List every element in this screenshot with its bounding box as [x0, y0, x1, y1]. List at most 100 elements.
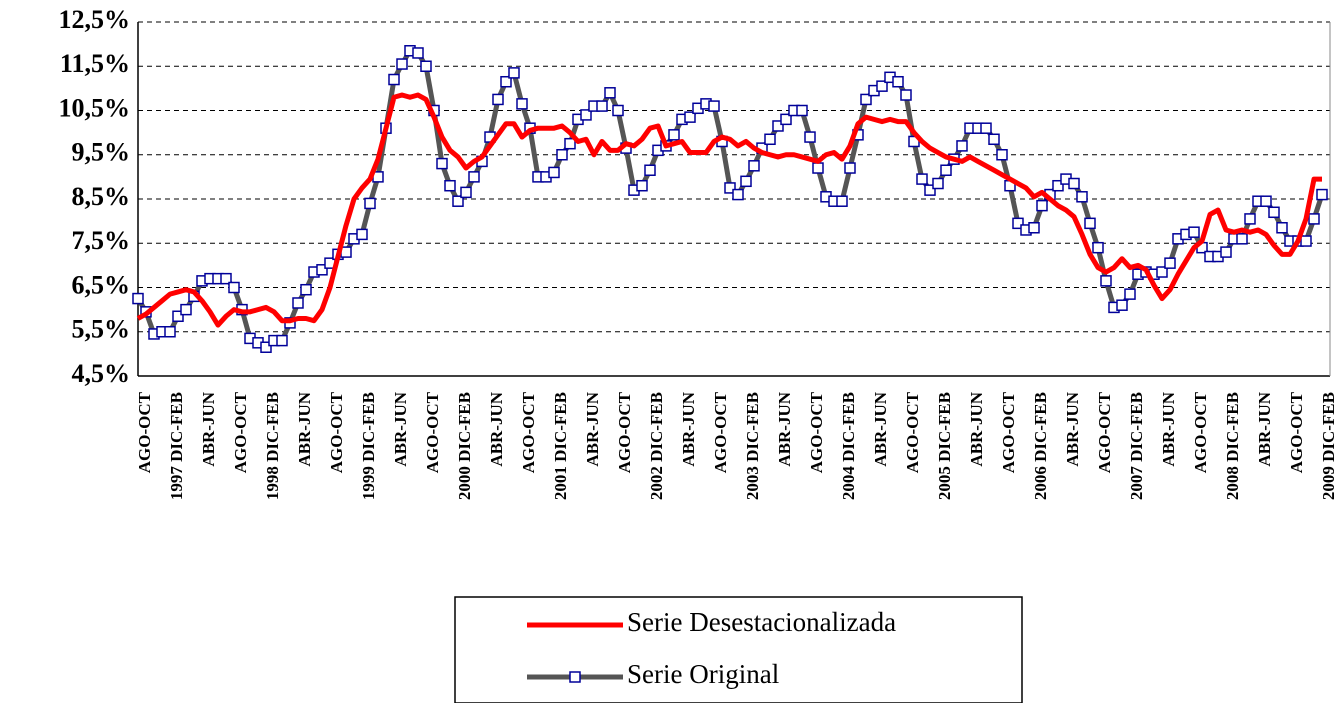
x-tick-label: AGO-OCT — [135, 391, 154, 473]
marker — [1036, 199, 1048, 212]
marker — [1300, 235, 1312, 247]
x-tick-label: ABR-JUN — [1255, 391, 1274, 466]
x-tick-label: 2006 DIC-FEB — [1031, 392, 1050, 500]
marker — [1164, 257, 1176, 269]
marker — [292, 297, 304, 309]
marker — [220, 272, 232, 285]
x-tick-label: ABR-JUN — [295, 391, 314, 466]
marker — [452, 195, 464, 207]
x-tick-label: AGO-OCT — [1095, 391, 1114, 473]
x-tick-label: AGO-OCT — [711, 391, 730, 473]
y-tick-label: 8,5% — [72, 182, 131, 211]
x-tick-label: 2009 DIC-FEB — [1319, 392, 1337, 500]
x-tick-label: ABR-JUN — [391, 391, 410, 466]
marker — [1052, 179, 1064, 192]
y-tick-label: 7,5% — [72, 226, 131, 255]
marker — [1308, 213, 1320, 225]
marker — [996, 149, 1008, 161]
marker — [364, 197, 376, 210]
marker — [508, 67, 520, 79]
marker — [492, 93, 504, 106]
marker — [356, 228, 368, 241]
series-line — [135, 48, 1325, 350]
x-tick-label: ABR-JUN — [199, 391, 218, 466]
marker — [876, 80, 888, 92]
marker — [612, 104, 624, 117]
x-tick-label: AGO-OCT — [1191, 391, 1210, 473]
marker — [1028, 222, 1040, 234]
marker — [1276, 222, 1288, 234]
x-tick-label: 1998 DIC-FEB — [263, 392, 282, 500]
marker — [812, 162, 824, 174]
marker — [772, 120, 784, 132]
x-tick-label: AGO-OCT — [519, 391, 538, 473]
marker — [548, 166, 560, 179]
y-tick-label: 12,5% — [59, 5, 131, 34]
marker — [564, 137, 576, 150]
marker — [844, 162, 856, 174]
marker — [164, 326, 176, 338]
x-tick-label: 2005 DIC-FEB — [935, 392, 954, 500]
marker — [468, 171, 480, 183]
marker — [396, 58, 408, 70]
y-tick-label: 5,5% — [72, 315, 131, 344]
x-tick-label: AGO-OCT — [231, 391, 250, 473]
marker — [180, 303, 192, 316]
x-tick-label: AGO-OCT — [327, 391, 346, 473]
series-line — [136, 92, 1322, 328]
y-tick-label: 4,5% — [72, 359, 131, 388]
x-tick-label: 2004 DIC-FEB — [839, 392, 858, 500]
marker — [1260, 195, 1272, 207]
x-tick-label: ABR-JUN — [1063, 391, 1082, 466]
marker — [580, 109, 592, 121]
marker — [804, 131, 816, 143]
marker — [412, 47, 424, 59]
marker — [228, 281, 240, 294]
legend-label: Serie Original — [627, 659, 779, 689]
marker — [604, 87, 616, 99]
y-tick-label: 6,5% — [72, 270, 131, 299]
marker — [420, 60, 432, 72]
marker — [1244, 213, 1256, 225]
x-tick-label: 2003 DIC-FEB — [743, 392, 762, 500]
x-tick-label: 2008 DIC-FEB — [1223, 392, 1242, 500]
marker — [1188, 226, 1200, 238]
marker — [1220, 246, 1232, 258]
marker — [836, 195, 848, 207]
x-tick-label: ABR-JUN — [775, 391, 794, 466]
marker — [748, 160, 760, 172]
marker — [388, 73, 400, 86]
marker — [892, 75, 904, 88]
x-tick-label: AGO-OCT — [1287, 391, 1306, 473]
marker — [132, 292, 144, 305]
marker — [1084, 217, 1096, 230]
marker — [932, 177, 944, 190]
marker — [684, 111, 696, 123]
x-tick-label: 2001 DIC-FEB — [551, 392, 570, 500]
marker — [436, 157, 448, 170]
marker — [516, 98, 528, 110]
marker — [1116, 299, 1128, 311]
marker — [172, 310, 184, 323]
marker — [924, 184, 936, 196]
marker — [732, 188, 744, 201]
marker — [300, 283, 312, 296]
x-tick-label: ABR-JUN — [967, 391, 986, 466]
x-tick-label: AGO-OCT — [999, 391, 1018, 473]
legend-box — [454, 596, 1023, 703]
x-tick-label: 1997 DIC-FEB — [167, 392, 186, 500]
marker — [764, 133, 776, 146]
marker — [444, 179, 456, 192]
x-tick-label: ABR-JUN — [487, 391, 506, 466]
marker — [260, 341, 272, 353]
x-tick-label: 2002 DIC-FEB — [647, 392, 666, 500]
x-tick-label: AGO-OCT — [615, 391, 634, 473]
marker — [636, 179, 648, 192]
marker — [740, 175, 752, 188]
x-tick-label: ABR-JUN — [1159, 391, 1178, 466]
marker — [980, 122, 992, 134]
marker — [1100, 275, 1112, 287]
marker — [708, 100, 720, 112]
x-tick-label: 2007 DIC-FEB — [1127, 392, 1146, 500]
